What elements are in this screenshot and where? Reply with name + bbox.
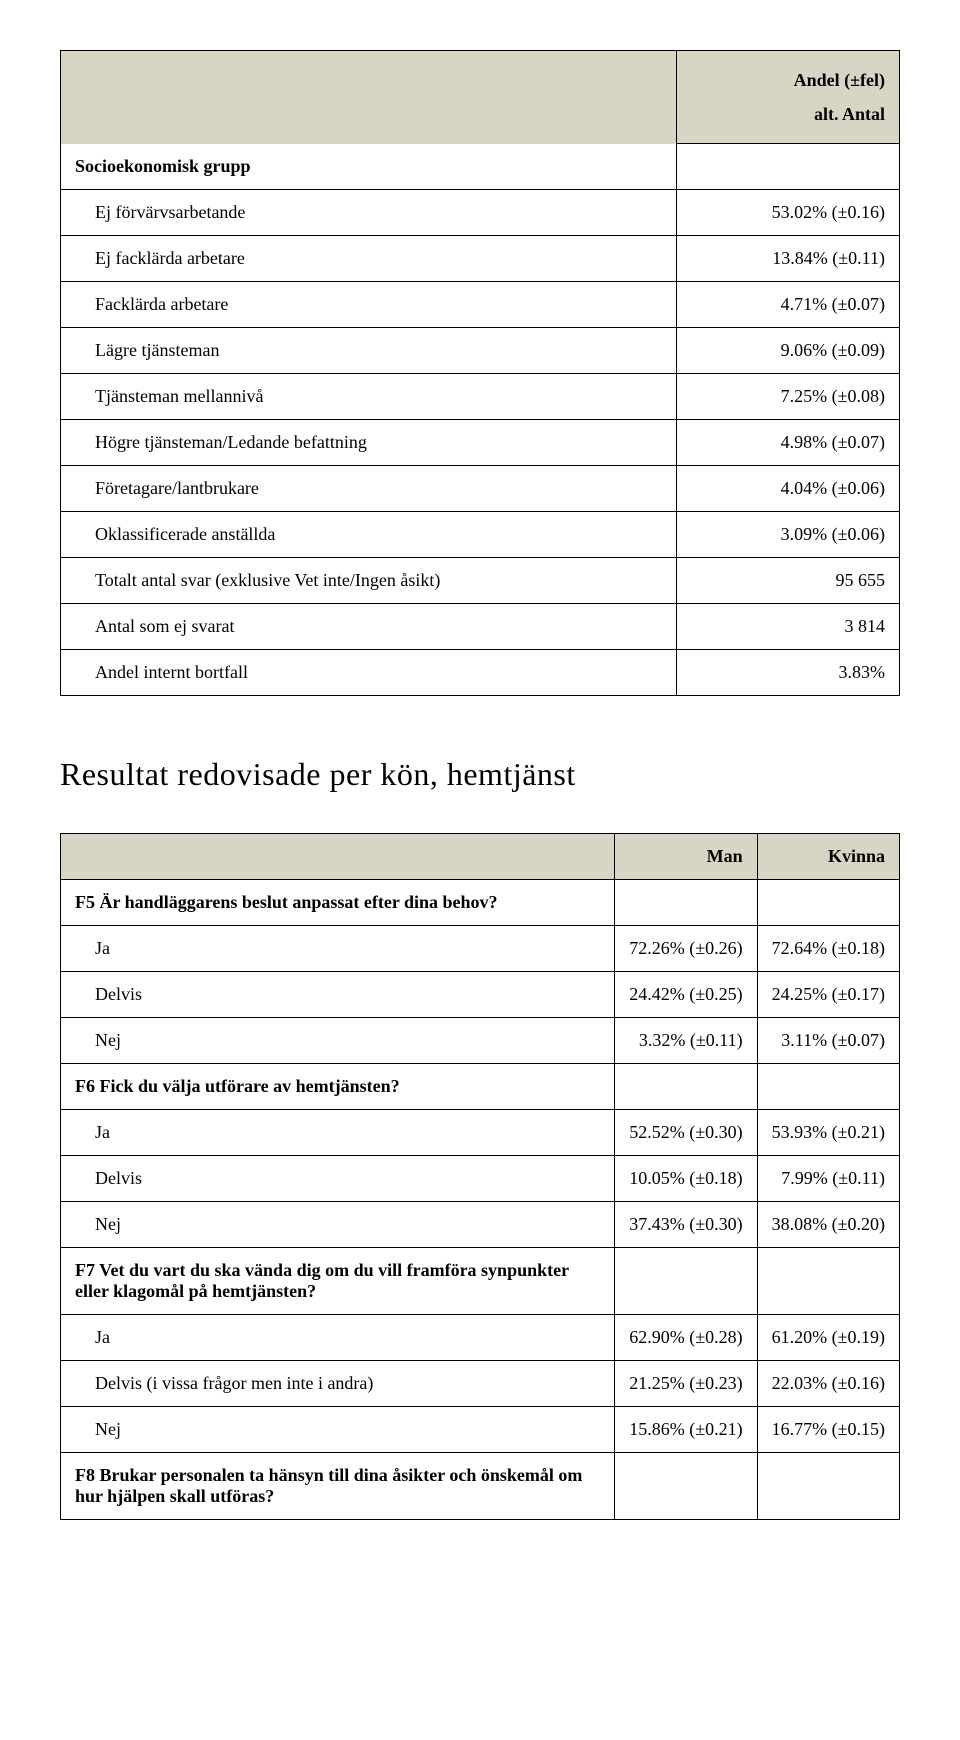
table-row: Ja52.52% (±0.30)53.93% (±0.21)	[61, 1109, 900, 1155]
table-row: Lägre tjänsteman9.06% (±0.09)	[61, 327, 900, 373]
table-row: Nej15.86% (±0.21)16.77% (±0.15)	[61, 1406, 900, 1452]
answer-label: Delvis (i vissa frågor men inte i andra)	[61, 1360, 615, 1406]
answer-label: Ja	[61, 925, 615, 971]
table-row: F6 Fick du välja utförare av hemtjänsten…	[61, 1063, 900, 1109]
row-value: 4.71% (±0.07)	[677, 281, 900, 327]
table-row: Andel internt bortfall3.83%	[61, 649, 900, 695]
table-row: F7 Vet du vart du ska vända dig om du vi…	[61, 1247, 900, 1314]
table-row: Delvis10.05% (±0.18)7.99% (±0.11)	[61, 1155, 900, 1201]
table-row: Ej facklärda arbetare13.84% (±0.11)	[61, 235, 900, 281]
question-label: F7 Vet du vart du ska vända dig om du vi…	[61, 1247, 615, 1314]
question-kvinna-empty	[757, 1247, 899, 1314]
row-label: Ej förvärvsarbetande	[61, 189, 677, 235]
col-header-kvinna: Kvinna	[757, 833, 899, 879]
answer-man: 52.52% (±0.30)	[615, 1109, 757, 1155]
answer-kvinna: 72.64% (±0.18)	[757, 925, 899, 971]
socioeconomic-table: Andel (±fel) alt. Antal Socioekonomisk g…	[60, 50, 900, 696]
table-row: F8 Brukar personalen ta hänsyn till dina…	[61, 1452, 900, 1519]
table-row: Ja62.90% (±0.28)61.20% (±0.19)	[61, 1314, 900, 1360]
table-row: Ej förvärvsarbetande53.02% (±0.16)	[61, 189, 900, 235]
row-label: Ej facklärda arbetare	[61, 235, 677, 281]
answer-man: 72.26% (±0.26)	[615, 925, 757, 971]
t2-header-empty	[61, 833, 615, 879]
answer-man: 21.25% (±0.23)	[615, 1360, 757, 1406]
row-value: 4.04% (±0.06)	[677, 465, 900, 511]
col-header-man: Man	[615, 833, 757, 879]
header-empty	[61, 51, 677, 144]
question-label: F5 Är handläggarens beslut anpassat efte…	[61, 879, 615, 925]
row-label: Andel internt bortfall	[61, 649, 677, 695]
table-row: Oklassificerade anställda3.09% (±0.06)	[61, 511, 900, 557]
header-line1: Andel (±fel)	[794, 70, 885, 90]
gender-results-table: Man Kvinna F5 Är handläggarens beslut an…	[60, 833, 900, 1520]
table-row: Tjänsteman mellannivå7.25% (±0.08)	[61, 373, 900, 419]
answer-label: Ja	[61, 1109, 615, 1155]
table-row: Högre tjänsteman/Ledande befattning4.98%…	[61, 419, 900, 465]
table-row: Delvis24.42% (±0.25)24.25% (±0.17)	[61, 971, 900, 1017]
question-label: F6 Fick du välja utförare av hemtjänsten…	[61, 1063, 615, 1109]
group-value-empty	[677, 144, 900, 190]
header-line2: alt. Antal	[814, 104, 885, 124]
row-label: Totalt antal svar (exklusive Vet inte/In…	[61, 557, 677, 603]
table-row: Facklärda arbetare4.71% (±0.07)	[61, 281, 900, 327]
row-value: 9.06% (±0.09)	[677, 327, 900, 373]
row-value: 7.25% (±0.08)	[677, 373, 900, 419]
answer-man: 15.86% (±0.21)	[615, 1406, 757, 1452]
table-row: Ja72.26% (±0.26)72.64% (±0.18)	[61, 925, 900, 971]
row-label: Högre tjänsteman/Ledande befattning	[61, 419, 677, 465]
header-andel: Andel (±fel) alt. Antal	[677, 51, 900, 144]
table-row: Företagare/lantbrukare4.04% (±0.06)	[61, 465, 900, 511]
answer-man: 3.32% (±0.11)	[615, 1017, 757, 1063]
answer-kvinna: 24.25% (±0.17)	[757, 971, 899, 1017]
row-label: Företagare/lantbrukare	[61, 465, 677, 511]
row-value: 3.83%	[677, 649, 900, 695]
answer-man: 24.42% (±0.25)	[615, 971, 757, 1017]
answer-label: Nej	[61, 1406, 615, 1452]
table-row: Antal som ej svarat3 814	[61, 603, 900, 649]
group-label: Socioekonomisk grupp	[61, 144, 677, 190]
row-value: 53.02% (±0.16)	[677, 189, 900, 235]
row-label: Antal som ej svarat	[61, 603, 677, 649]
table-row: Nej37.43% (±0.30)38.08% (±0.20)	[61, 1201, 900, 1247]
row-label: Facklärda arbetare	[61, 281, 677, 327]
row-label: Oklassificerade anställda	[61, 511, 677, 557]
section-title: Resultat redovisade per kön, hemtjänst	[60, 756, 900, 793]
answer-man: 62.90% (±0.28)	[615, 1314, 757, 1360]
answer-kvinna: 53.93% (±0.21)	[757, 1109, 899, 1155]
question-man-empty	[615, 1247, 757, 1314]
answer-label: Nej	[61, 1017, 615, 1063]
row-label: Tjänsteman mellannivå	[61, 373, 677, 419]
answer-kvinna: 3.11% (±0.07)	[757, 1017, 899, 1063]
table-row: F5 Är handläggarens beslut anpassat efte…	[61, 879, 900, 925]
row-label: Lägre tjänsteman	[61, 327, 677, 373]
answer-kvinna: 22.03% (±0.16)	[757, 1360, 899, 1406]
answer-man: 10.05% (±0.18)	[615, 1155, 757, 1201]
answer-man: 37.43% (±0.30)	[615, 1201, 757, 1247]
question-man-empty	[615, 1452, 757, 1519]
question-kvinna-empty	[757, 1452, 899, 1519]
answer-kvinna: 38.08% (±0.20)	[757, 1201, 899, 1247]
answer-kvinna: 7.99% (±0.11)	[757, 1155, 899, 1201]
row-value: 4.98% (±0.07)	[677, 419, 900, 465]
answer-label: Delvis	[61, 1155, 615, 1201]
answer-label: Ja	[61, 1314, 615, 1360]
table-row: Totalt antal svar (exklusive Vet inte/In…	[61, 557, 900, 603]
question-man-empty	[615, 879, 757, 925]
question-kvinna-empty	[757, 879, 899, 925]
row-value: 13.84% (±0.11)	[677, 235, 900, 281]
answer-label: Delvis	[61, 971, 615, 1017]
question-man-empty	[615, 1063, 757, 1109]
table-row: Nej3.32% (±0.11)3.11% (±0.07)	[61, 1017, 900, 1063]
answer-kvinna: 16.77% (±0.15)	[757, 1406, 899, 1452]
table-row: Delvis (i vissa frågor men inte i andra)…	[61, 1360, 900, 1406]
answer-kvinna: 61.20% (±0.19)	[757, 1314, 899, 1360]
question-kvinna-empty	[757, 1063, 899, 1109]
row-value: 3.09% (±0.06)	[677, 511, 900, 557]
row-value: 3 814	[677, 603, 900, 649]
question-label: F8 Brukar personalen ta hänsyn till dina…	[61, 1452, 615, 1519]
answer-label: Nej	[61, 1201, 615, 1247]
row-value: 95 655	[677, 557, 900, 603]
